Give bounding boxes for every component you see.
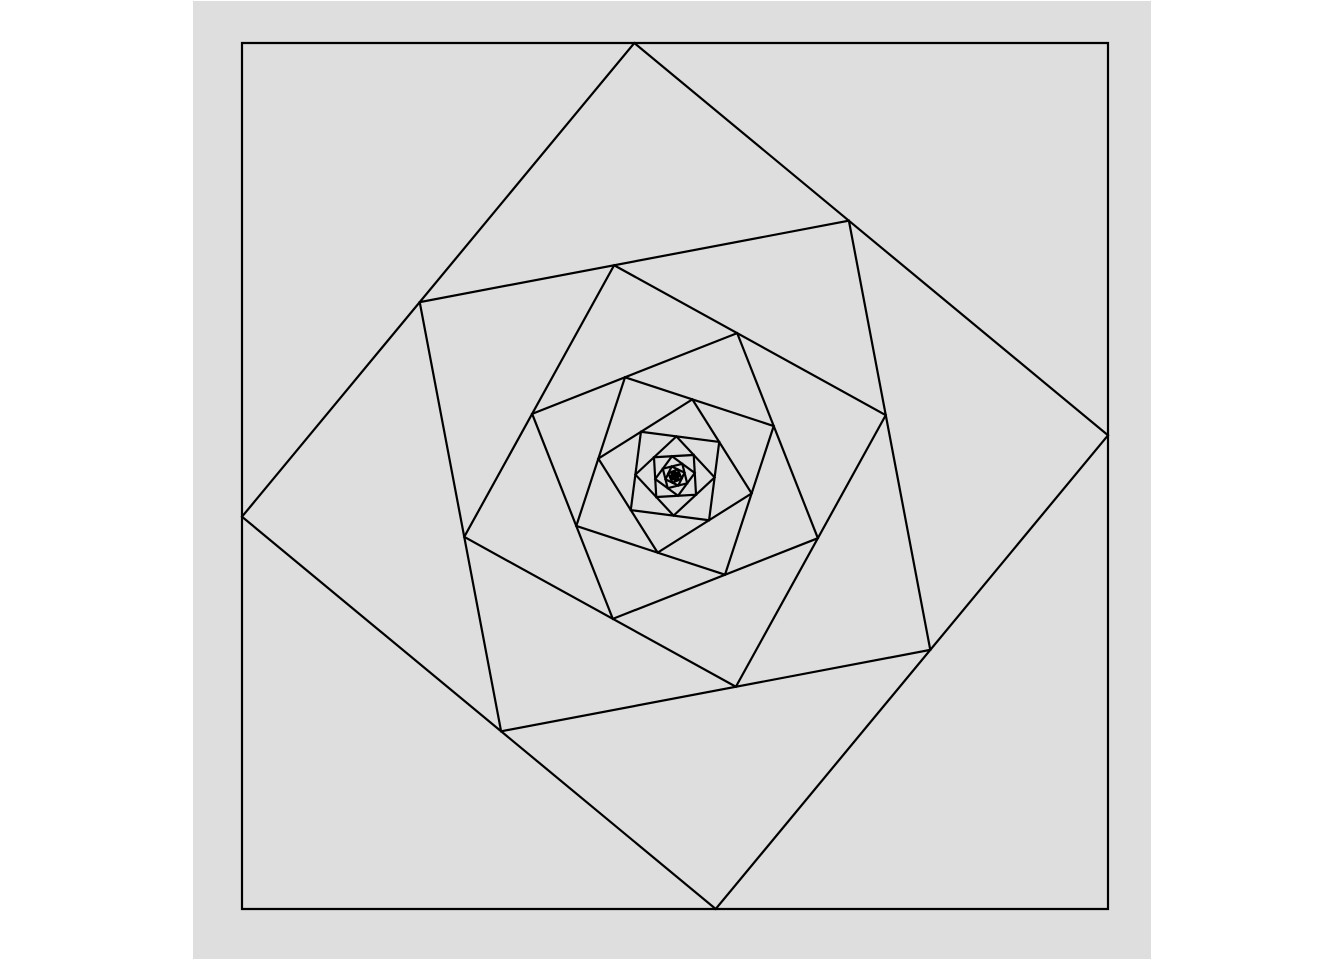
nested-square-12 [661, 462, 689, 490]
nested-square-4 [462, 263, 888, 689]
nested-square-1 [240, 41, 1110, 911]
nested-square-7 [596, 397, 754, 555]
nested-square-5 [530, 331, 820, 621]
nested-square-10 [652, 453, 698, 499]
spiral-squares-diagram [193, 1, 1151, 959]
nested-square-9 [633, 434, 717, 518]
nested-square-8 [629, 430, 721, 522]
nested-square-6 [574, 375, 776, 577]
figure-panel [193, 1, 1151, 959]
nested-square-3 [418, 219, 932, 733]
nested-square-2 [240, 41, 1110, 911]
nested-square-11 [653, 454, 697, 498]
nested-square-13 [664, 465, 686, 487]
nested-squares-group [240, 41, 1110, 911]
